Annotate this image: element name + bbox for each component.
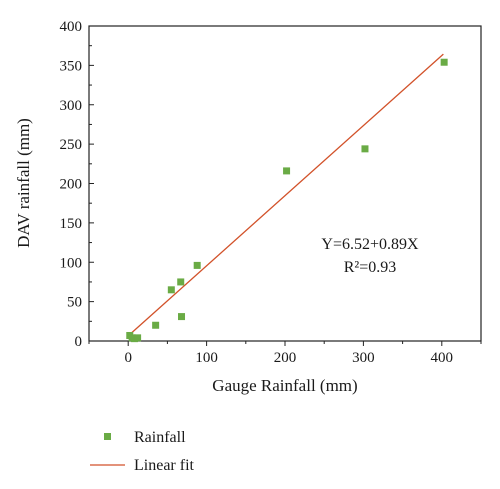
r-squared-annotation: R²=0.93 xyxy=(344,259,397,276)
scatter-point xyxy=(177,278,185,286)
data-marks xyxy=(126,53,448,343)
scatter-point xyxy=(178,313,186,321)
y-tick-label: 400 xyxy=(60,19,83,35)
x-tick-label: 100 xyxy=(195,350,218,366)
y-tick-label: 0 xyxy=(75,334,83,350)
axis-labels: Gauge Rainfall (mm) DAV rainfall (mm) xyxy=(14,118,358,395)
x-tick-label: 200 xyxy=(274,350,297,366)
scatter-point xyxy=(361,145,369,153)
x-axis-label: Gauge Rainfall (mm) xyxy=(212,376,357,395)
scatter-point xyxy=(167,286,175,294)
y-tick-label: 250 xyxy=(60,137,83,153)
x-tick-label: 400 xyxy=(431,350,454,366)
scatter-point xyxy=(152,321,160,329)
scatter-point xyxy=(283,167,291,175)
x-tick-label: 0 xyxy=(124,350,132,366)
linear-fit-line xyxy=(127,53,444,337)
legend-linear-fit-label: Linear fit xyxy=(134,457,195,474)
x-tick-label: 300 xyxy=(352,350,375,366)
plot-area: 0 50 100 150 200 250 300 350 400 0 100 200 300 400 xyxy=(60,19,482,366)
y-tick-label: 150 xyxy=(60,216,83,232)
scatter-point xyxy=(134,334,142,342)
annotation-group: Y=6.52+0.89X R²=0.93 xyxy=(321,236,419,276)
legend-rainfall-label: Rainfall xyxy=(134,429,186,446)
equation-annotation: Y=6.52+0.89X xyxy=(321,236,419,253)
y-tick-label: 350 xyxy=(60,58,83,74)
scatter-point xyxy=(193,261,201,269)
y-tick-label: 200 xyxy=(60,177,83,193)
scatter-point xyxy=(440,58,448,66)
y-tick-label: 50 xyxy=(67,295,82,311)
legend-rainfall-marker xyxy=(104,433,111,440)
legend: Rainfall Linear fit xyxy=(90,429,195,474)
y-axis-label: DAV rainfall (mm) xyxy=(14,118,33,248)
y-tick-label: 300 xyxy=(60,98,83,114)
y-tick-label: 100 xyxy=(60,255,83,271)
